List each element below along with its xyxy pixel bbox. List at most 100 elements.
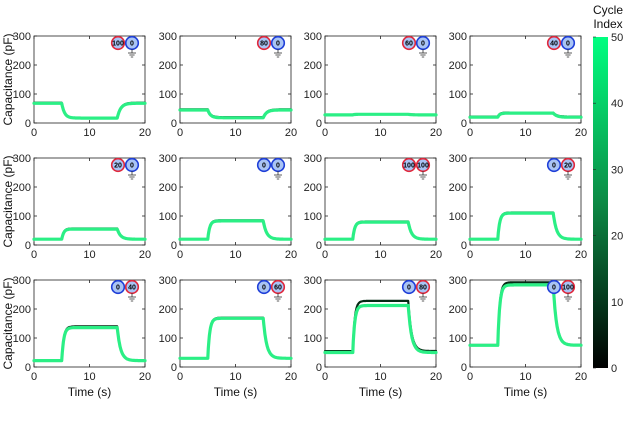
colorbar-gradient	[593, 37, 608, 368]
x-axis-label: Time (s)	[504, 385, 548, 399]
electrode-icon: 0 80	[401, 279, 431, 302]
y-tick-label: 100	[304, 333, 322, 345]
y-tick-label: 300	[159, 31, 177, 43]
x-tick-label: 10	[519, 249, 531, 261]
electrode-right-label: 0	[130, 163, 134, 170]
electrode-icon: 100 100	[401, 157, 431, 180]
y-axis-label: Capacitance (pF)	[1, 155, 15, 247]
series-late-cycles	[323, 112, 438, 117]
x-tick-label: 10	[229, 249, 241, 261]
x-tick-label: 20	[285, 127, 297, 139]
x-tick-label: 0	[322, 371, 328, 383]
x-tick-label: 0	[467, 127, 473, 139]
electrode-left	[256, 35, 272, 51]
x-tick-label: 20	[139, 127, 151, 139]
series-early-cycles	[323, 299, 438, 353]
panel-12: 0 100 200 300 0 10 20 Time (s) 0 100	[449, 275, 587, 399]
electrode-left-label: 60	[405, 41, 413, 48]
x-tick-label: 0	[31, 127, 37, 139]
electrode-right-label: 0	[566, 41, 570, 48]
series-early-cycles	[468, 211, 583, 241]
x-tick-label: 20	[285, 371, 297, 383]
series-early-cycles	[178, 219, 293, 241]
electrode-right-label: 0	[276, 41, 280, 48]
x-tick-label: 0	[31, 249, 37, 261]
electrode-left	[256, 279, 272, 295]
panel-11: 0 100 200 300 0 10 20 Time (s) 0 80	[304, 275, 442, 399]
y-axis-label: Capacitance (pF)	[1, 277, 15, 369]
y-tick-label: 100	[449, 333, 467, 345]
y-tick-label: 300	[449, 153, 467, 165]
electrode-right-label: 60	[274, 285, 282, 292]
x-tick-label: 10	[374, 127, 386, 139]
electrode-right-label: 40	[128, 285, 136, 292]
x-tick-label: 0	[177, 127, 183, 139]
x-tick-label: 0	[467, 371, 473, 383]
electrode-right-label: 80	[419, 285, 427, 292]
panel-4: 0 100 200 300 0 10 20 40 0	[449, 31, 587, 139]
series-late-cycles	[323, 220, 438, 241]
y-tick-label: 0	[461, 118, 467, 130]
y-tick-label: 300	[304, 275, 322, 287]
electrode-left	[546, 279, 562, 295]
y-axis-label: Capacitance (pF)	[1, 33, 15, 125]
series-late-cycles	[32, 227, 147, 241]
x-tick-label: 10	[519, 127, 531, 139]
electrode-icon: 0 20	[546, 157, 576, 180]
x-tick-label: 20	[285, 249, 297, 261]
electrode-left	[110, 157, 126, 173]
panel-10: 0 100 200 300 0 10 20 Time (s) 0 60	[159, 275, 297, 399]
electrode-left	[110, 35, 126, 51]
y-tick-label: 200	[304, 60, 322, 72]
x-tick-label: 20	[430, 371, 442, 383]
x-tick-label: 20	[139, 249, 151, 261]
series-late-cycles	[32, 101, 147, 120]
y-tick-label: 100	[159, 89, 177, 101]
electrode-icon: 100 0	[110, 35, 140, 58]
colorbar-tick-label: 40	[611, 98, 623, 110]
x-axis-label: Time (s)	[214, 385, 258, 399]
y-tick-label: 100	[13, 211, 31, 223]
electrode-left-label: 80	[260, 41, 268, 48]
electrode-left-label: 40	[550, 41, 558, 48]
colorbar-ticks: 0 10 20 30 40 50	[593, 32, 623, 375]
colorbar-title-line1: Cycle	[593, 3, 623, 17]
x-tick-label: 10	[519, 371, 531, 383]
y-tick-label: 200	[304, 304, 322, 316]
x-tick-label: 0	[177, 371, 183, 383]
x-axis-label: Time (s)	[68, 385, 112, 399]
y-tick-label: 0	[171, 240, 177, 252]
y-tick-label: 100	[159, 333, 177, 345]
y-tick-label: 100	[449, 89, 467, 101]
x-tick-label: 10	[83, 127, 95, 139]
x-tick-label: 10	[229, 371, 241, 383]
y-tick-label: 200	[159, 304, 177, 316]
electrode-icon: 0 40	[110, 279, 140, 302]
electrode-right-label: 20	[564, 163, 572, 170]
series-late-cycles	[468, 111, 583, 119]
electrode-left	[256, 157, 272, 173]
electrode-left-label: 100	[112, 41, 124, 48]
y-tick-label: 200	[159, 182, 177, 194]
x-tick-label: 10	[229, 127, 241, 139]
y-tick-label: 0	[25, 240, 31, 252]
series-late-cycles	[178, 316, 293, 360]
y-tick-label: 200	[449, 304, 467, 316]
x-tick-label: 0	[467, 249, 473, 261]
electrode-icon: 40 0	[546, 35, 576, 58]
y-tick-label: 0	[461, 240, 467, 252]
electrode-left-label: 0	[552, 163, 556, 170]
y-tick-label: 100	[304, 89, 322, 101]
colorbar-tick-label: 10	[611, 297, 623, 309]
electrode-left-label: 0	[262, 285, 266, 292]
colorbar-tick-label: 0	[611, 363, 617, 375]
colorbar-tick-label: 20	[611, 231, 623, 243]
y-tick-label: 0	[171, 118, 177, 130]
y-tick-label: 300	[159, 275, 177, 287]
